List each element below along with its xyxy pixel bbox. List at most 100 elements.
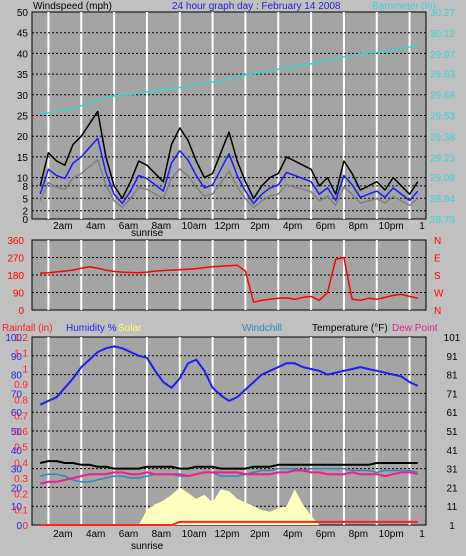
direction-axis-tick: 360 (7, 236, 24, 247)
baro-axis-tick: 29.53 (430, 112, 455, 123)
temperature-axis-tick: 81 (446, 371, 458, 382)
baro-axis-tick: 29.68 (430, 91, 455, 102)
wind-average-line (39, 137, 419, 205)
humidity-axis-tick: 20 (11, 483, 23, 494)
sunrise-label-bottom: sunrise (131, 541, 164, 552)
wind-axis-tick: 45 (17, 29, 29, 40)
axis-labels: 025810152025303540455028.7928.9429.0929.… (5, 8, 460, 540)
rainfall-axis-tick: 1 (22, 364, 28, 375)
temperature-axis-tick: 41 (446, 446, 458, 457)
wind-axis-tick: 40 (17, 49, 29, 60)
barometer-line (40, 46, 418, 114)
rainfall-axis-tick: 0.2 (14, 490, 28, 501)
temperature-axis-tick: 101 (444, 333, 461, 344)
humidity-axis-tick: 80 (11, 371, 23, 382)
rainfall-axis-tick: 0.5 (14, 443, 28, 454)
direction-axis-tick: 0 (18, 306, 24, 317)
time-tick-bottom: 10pm (379, 529, 404, 540)
baro-axis-tick: 28.79 (430, 215, 455, 226)
time-tick-bottom: 12pm (214, 529, 239, 540)
rainfall-axis-tick: 1.2 (14, 333, 28, 344)
solar-area-fill (40, 487, 418, 525)
temperature-axis-tick: 61 (446, 408, 458, 419)
windchill-line (40, 467, 418, 483)
temperature-axis-tick: 11 (447, 502, 458, 513)
time-tick-bottom: 2am (53, 529, 72, 540)
wind-gust-line (39, 159, 419, 209)
wind-axis-tick: 35 (17, 70, 29, 81)
humidity-axis-tick: 30 (11, 465, 23, 476)
legend-humidity: Humidity % (66, 323, 117, 334)
baro-axis-tick: 29.23 (430, 153, 455, 164)
baro-axis-tick: 29.83 (430, 70, 455, 81)
wind-axis-tick: 2 (22, 207, 28, 218)
humidity-axis-tick: 0 (16, 521, 22, 532)
dewpoint-line (39, 469, 419, 485)
time-tick-top: 6pm (316, 221, 335, 232)
temperature-axis-tick: 91 (446, 352, 458, 363)
compass-axis-tick: E (434, 254, 441, 265)
rainfall-axis-tick: 1.1 (14, 349, 28, 360)
temperature-axis-tick: 21 (446, 483, 458, 494)
humidity-axis-tick: 70 (11, 389, 23, 400)
legend-temperature: Temperature (°F) (312, 323, 388, 334)
wind-axis-tick: 5 (22, 194, 28, 205)
temperature-axis-tick: 51 (446, 427, 458, 438)
time-tick-bottom: 8pm (349, 529, 368, 540)
direction-axis-tick: 270 (7, 254, 24, 265)
wind-axis-tick: 15 (17, 153, 29, 164)
baro-axis-tick: 30.12 (430, 29, 455, 40)
baro-axis-tick: 29.09 (430, 173, 455, 184)
compass-axis-tick: N (434, 306, 441, 317)
series-lines (39, 46, 419, 526)
baro-axis-tick: 30.27 (430, 8, 455, 19)
baro-axis-tick: 28.94 (430, 194, 455, 205)
time-tick-bottom: 4pm (283, 529, 302, 540)
time-tick-bottom: 8am (152, 529, 171, 540)
temperature-axis-tick: 31 (446, 465, 458, 476)
humidity-axis-tick: 40 (11, 446, 23, 457)
time-tick-top: 6am (119, 221, 138, 232)
time-tick-top: 12pm (214, 221, 239, 232)
humidity-axis-tick: 10 (11, 502, 23, 513)
rainfall-axis-tick: 0.7 (14, 411, 28, 422)
humidity-line (39, 345, 419, 406)
humidity-axis-tick: 60 (11, 408, 23, 419)
time-tick-top: 10am (182, 221, 207, 232)
time-tick-bottom: 2pm (250, 529, 269, 540)
wind-axis-tick: 0 (22, 215, 28, 226)
time-tick-bottom: 10am (182, 529, 207, 540)
compass-axis-tick: S (434, 271, 441, 282)
humidity-axis-tick: 90 (11, 352, 23, 363)
direction-axis-tick: 90 (13, 289, 25, 300)
temperature-line (39, 460, 418, 470)
time-tick-top: 4am (86, 221, 105, 232)
legend-solar: Solar (118, 323, 142, 334)
wind-direction-line (40, 256, 418, 303)
wind-axis-tick: 25 (17, 112, 29, 123)
baro-axis-tick: 29.97 (430, 50, 455, 61)
compass-axis-tick: W (434, 289, 444, 300)
baro-axis-tick: 29.38 (430, 132, 455, 143)
humidity-axis-tick: 100 (5, 333, 22, 344)
rainfall-axis-tick: 0.4 (14, 458, 28, 469)
direction-axis-tick: 180 (7, 271, 24, 282)
time-tick-bottom: 1 (419, 529, 425, 540)
rainfall-axis-tick: 0 (22, 521, 28, 532)
wind-axis-tick: 30 (17, 91, 29, 102)
time-tick-top: 2pm (250, 221, 269, 232)
time-tick-top: 8am (152, 221, 171, 232)
legend-windchill: Windchill (242, 323, 282, 334)
legend-dewpoint: Dew Point (392, 323, 438, 334)
humidity-axis-tick: 50 (11, 427, 23, 438)
barometer-axis-title: Barometer (in) (372, 1, 436, 12)
time-tick-top: 8pm (349, 221, 368, 232)
rainfall-axis-tick: 0.1 (14, 505, 28, 516)
wind-axis-tick: 50 (17, 8, 29, 19)
rainfall-axis-tick: 0.3 (14, 474, 28, 485)
temperature-axis-tick: 1 (449, 521, 455, 532)
wind-axis-tick: 8 (22, 182, 28, 193)
compass-axis-tick: N (434, 236, 441, 247)
solar-area (40, 487, 418, 525)
